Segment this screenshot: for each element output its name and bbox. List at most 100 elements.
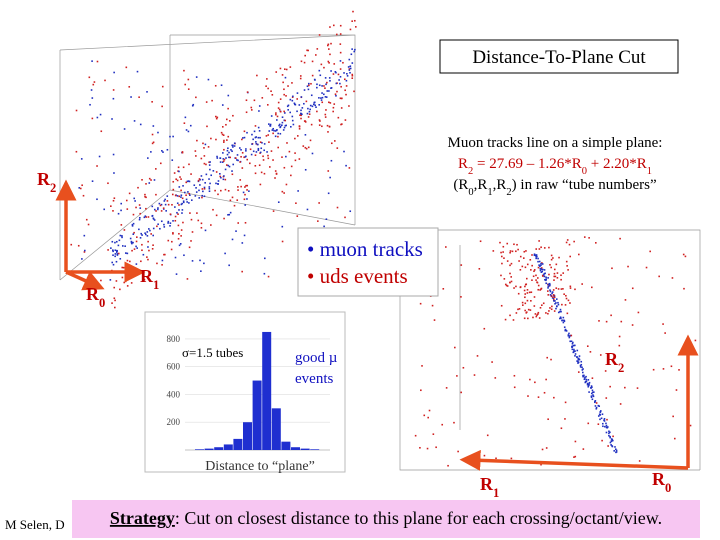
scatter-dot <box>185 129 188 131</box>
scatter-dot <box>591 386 593 389</box>
scatter-dot <box>245 111 248 114</box>
scatter-dot <box>239 161 241 163</box>
scatter-dot <box>91 60 93 62</box>
scatter-dot <box>574 355 576 357</box>
scatter-dot <box>179 176 181 178</box>
scatter-dot <box>212 170 215 172</box>
scatter-dot <box>574 350 576 352</box>
scatter-dot <box>243 156 245 159</box>
scatter-dot <box>239 179 242 181</box>
scatter-dot <box>591 389 594 392</box>
scatter-dot <box>545 312 547 314</box>
scatter-dot <box>584 376 586 379</box>
scatter-dot <box>672 415 674 418</box>
scatter-dot <box>460 264 463 266</box>
scatter-dot <box>267 157 270 160</box>
scatter-dot <box>605 424 608 427</box>
scatter-dot <box>267 275 270 278</box>
scatter-dot <box>285 155 287 158</box>
scatter-dot <box>283 110 285 113</box>
scatter-dot <box>201 194 204 197</box>
scatter-dot <box>577 362 579 364</box>
scatter-dot <box>182 221 184 224</box>
scatter-dot <box>275 113 277 116</box>
scatter-dot <box>240 185 242 188</box>
scatter-dot <box>96 116 99 119</box>
scatter-dot <box>223 148 225 151</box>
scatter-dot <box>261 97 264 99</box>
scatter-dot <box>135 245 137 248</box>
scatter-dot <box>111 118 113 120</box>
scatter-dot <box>580 363 583 366</box>
scatter-dot <box>543 247 546 249</box>
scatter-dot <box>500 251 502 254</box>
scatter-dot <box>327 44 329 47</box>
scatter-dot <box>133 120 136 122</box>
scatter-dot <box>579 364 582 367</box>
scatter-dot <box>219 161 222 163</box>
scatter-dot <box>224 168 227 171</box>
scatter-dot <box>219 173 221 175</box>
scatter-dot <box>308 84 310 87</box>
scatter-dot <box>207 78 210 81</box>
scatter-dot <box>214 189 216 192</box>
scatter-dot <box>267 134 270 136</box>
scatter-dot <box>225 157 227 159</box>
scatter-dot <box>544 272 546 275</box>
scatter-dot <box>577 371 580 373</box>
scatter-dot <box>139 123 142 126</box>
scatter-dot <box>222 178 225 181</box>
scatter-dot <box>509 250 512 252</box>
scatter-dot <box>533 296 536 298</box>
axis-label: R2 <box>605 349 624 375</box>
scatter-dot <box>126 285 129 287</box>
scatter-dot <box>308 110 311 113</box>
scatter-dot <box>609 431 611 434</box>
scatter-dot <box>187 78 190 81</box>
scatter-dot <box>620 320 623 323</box>
scatter-dot <box>147 216 150 218</box>
scatter-dot <box>565 241 568 244</box>
scatter-dot <box>547 283 550 286</box>
scatter-dot <box>233 142 236 145</box>
scatter-dot <box>246 158 249 161</box>
scatter-dot <box>530 291 533 294</box>
scatter-dot <box>124 245 126 247</box>
scatter-dot <box>144 193 146 196</box>
scatter-dot <box>543 269 546 271</box>
scatter-dot <box>673 437 676 440</box>
scatter-dot <box>597 404 600 407</box>
scatter-dot <box>257 136 260 139</box>
scatter-dot <box>291 82 293 84</box>
scatter-dot <box>305 147 308 150</box>
scatter-dot <box>167 220 170 223</box>
scatter-dot <box>274 135 277 138</box>
scatter-dot <box>120 209 122 212</box>
text-part: 1 <box>153 278 159 292</box>
scatter-dot <box>294 137 296 140</box>
scatter-dot <box>565 294 567 297</box>
scatter-dot <box>298 158 301 160</box>
scatter-dot <box>161 105 163 108</box>
scatter-dot <box>547 294 550 296</box>
scatter-dot <box>519 268 522 271</box>
scatter-dot <box>457 450 459 453</box>
scatter-dot <box>254 164 257 167</box>
scatter-dot <box>309 108 311 111</box>
scatter-dot <box>304 120 307 122</box>
scatter-dot <box>200 270 202 272</box>
histogram: 200 400 600 800 <box>167 331 330 451</box>
scatter-dot <box>89 103 91 106</box>
scatter-dot <box>550 266 552 269</box>
scatter-dot <box>601 439 603 442</box>
scatter-dot <box>351 74 354 77</box>
scatter-dot <box>256 74 258 77</box>
scatter-dot <box>115 260 118 263</box>
scatter-dot <box>326 90 329 92</box>
scatter-dot <box>306 85 309 88</box>
scatter-dot <box>284 112 286 114</box>
scatter-dot <box>318 69 321 72</box>
scatter-dot <box>610 314 612 317</box>
scatter-dot <box>332 24 335 27</box>
scatter-dot <box>307 88 310 91</box>
